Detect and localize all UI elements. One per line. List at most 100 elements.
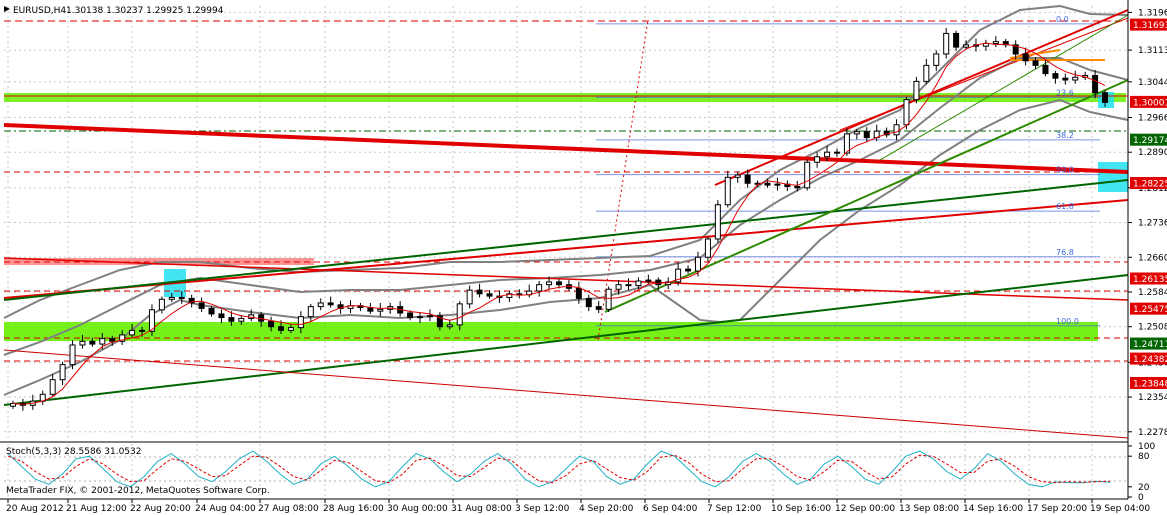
short-trend-green	[604, 79, 1129, 313]
candle-body	[69, 344, 76, 366]
candle-body	[436, 315, 443, 328]
stochastic-pane: Stoch(5,3,3) 28.5586 31.0532 MetaTrader …	[4, 447, 1128, 496]
candle-body	[1072, 76, 1079, 81]
candle-body	[824, 151, 831, 158]
y-tick-label: 1.25080	[1138, 323, 1167, 333]
short-trend-red	[714, 9, 1129, 186]
candle-body	[903, 99, 910, 126]
candle-body	[694, 256, 701, 272]
chart-header: EURUSD,H4 1.30138 1.30237 1.29925 1.2999…	[4, 6, 224, 16]
candle-body	[734, 174, 741, 178]
candle-body	[833, 151, 840, 154]
support-zone-upper	[4, 93, 1126, 102]
candle-body	[933, 53, 940, 66]
candle-body	[119, 334, 126, 342]
orange-level-2	[1009, 49, 1061, 59]
x-tick-label: 24 Aug 04:00	[195, 504, 256, 514]
candle-body	[89, 340, 96, 345]
stoch-main-line	[7, 450, 1111, 488]
candle-body	[1002, 41, 1009, 46]
fib-level-label: 50.0	[1056, 166, 1074, 175]
fib-level-label: 76.8	[1056, 248, 1074, 257]
price-badge-label: 1.30001	[1133, 98, 1167, 108]
candle-body	[1022, 53, 1029, 62]
candle-body	[774, 183, 781, 186]
stoch-signal-line	[7, 454, 1111, 484]
header-arrow-icon	[4, 6, 10, 12]
stoch-label: Stoch(5,3,3) 28.5586 31.0532	[6, 447, 141, 457]
long-trend-green-lower	[3, 274, 1129, 406]
fib-labels: 0.0 23.6 38.2 50.0 61.8 76.8 100.0	[1056, 15, 1079, 326]
x-tick-label: 20 Aug 2012	[6, 504, 64, 514]
candle-body	[148, 309, 155, 332]
candle-body	[814, 156, 821, 163]
candle-body	[49, 379, 56, 395]
highlight-box-right-mid	[1098, 162, 1128, 192]
candle-body	[99, 338, 106, 345]
y-tick-label: 1.30440	[1138, 78, 1167, 88]
bollinger-upper	[3, 4, 1129, 319]
candle-body	[625, 284, 632, 287]
price-badge-label: 1.23848	[1133, 379, 1167, 389]
candle-body	[724, 176, 731, 206]
candle-body	[1042, 64, 1049, 75]
candle-body	[635, 280, 642, 287]
y-tick-label: 1.31135	[1138, 46, 1167, 56]
candle-body	[704, 238, 711, 258]
candle-body	[278, 326, 285, 331]
candle-body	[714, 204, 721, 240]
candle-body	[158, 298, 165, 311]
candle-body	[208, 307, 215, 315]
candle-body	[59, 364, 66, 381]
price-badge	[1130, 337, 1167, 350]
x-tick-label: 31 Aug 08:00	[451, 504, 512, 514]
y-tick-label: 1.28900	[1138, 148, 1167, 158]
x-tick-label: 21 Aug 12:00	[66, 504, 127, 514]
moving-average-line	[12, 42, 1106, 405]
candle-body	[605, 288, 612, 310]
price-badge	[1130, 272, 1167, 285]
candle-body	[188, 297, 195, 304]
price-badge-label: 1.28225	[1133, 180, 1167, 190]
price-badge-label: 1.24711	[1133, 340, 1167, 350]
price-badge	[1130, 133, 1167, 146]
candle-body	[675, 268, 682, 283]
fib-level-label: 100.0	[1056, 317, 1079, 326]
x-tick-label: 30 Aug 00:00	[387, 504, 448, 514]
candle-body	[536, 284, 543, 292]
candle-body	[943, 32, 950, 55]
price-badge-label: 1.25475	[1133, 305, 1167, 315]
candle-body	[139, 329, 146, 332]
candle-body	[307, 306, 314, 318]
candle-body	[1012, 44, 1019, 55]
candle-body	[9, 402, 16, 407]
candle-body	[268, 320, 275, 328]
support-zone-lower	[4, 322, 1098, 341]
time-axis: 20 Aug 2012 21 Aug 12:00 22 Aug 20:00 24 Au…	[6, 499, 1150, 514]
y-tick-label: 1.27360	[1138, 219, 1167, 229]
price-badge	[1130, 18, 1167, 31]
candle-body	[1102, 92, 1109, 103]
candle-body	[287, 327, 294, 331]
candle-body	[129, 329, 136, 336]
x-tick-label: 14 Sep 16:00	[963, 504, 1023, 514]
price-badge	[1130, 95, 1167, 108]
candle-body	[685, 268, 692, 272]
candle-body	[1062, 77, 1069, 81]
candle-body	[218, 313, 225, 319]
short-trend-red-thin	[839, 17, 1129, 131]
candle-body	[585, 297, 592, 308]
ohlc-values: 1.30138 1.30237 1.29925 1.29994	[66, 6, 224, 16]
candle-body	[407, 312, 414, 319]
x-tick-label: 19 Sep 04:00	[1090, 504, 1150, 514]
x-tick-label: 17 Sep 20:00	[1027, 504, 1087, 514]
candle-body	[863, 131, 870, 139]
channel-upper-red	[3, 199, 1129, 299]
y-tick-label: 1.31960	[1138, 8, 1167, 18]
x-tick-label: 3 Sep 12:00	[515, 504, 570, 514]
fib-trend-line	[597, 19, 649, 341]
candle-body	[546, 281, 553, 286]
x-tick-label: 6 Sep 04:00	[643, 504, 698, 514]
x-tick-label: 4 Sep 20:00	[579, 504, 634, 514]
